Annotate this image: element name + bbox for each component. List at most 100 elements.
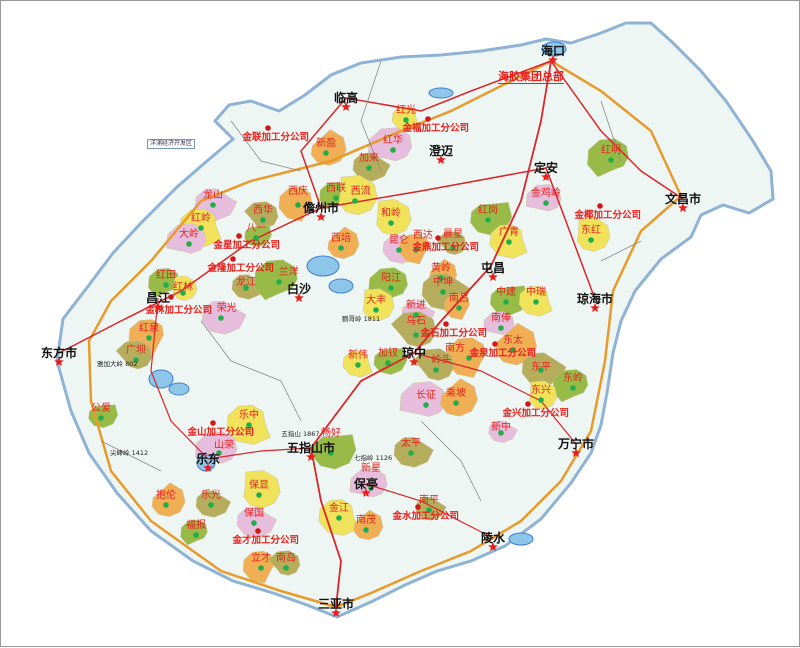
farm-label[interactable]: 中建 — [496, 287, 516, 298]
city-label[interactable]: 琼海市 — [577, 292, 614, 306]
farm-label[interactable]: 金江 — [329, 503, 349, 514]
farm-label[interactable]: 东红 — [581, 225, 601, 236]
farm-label[interactable]: 乐中 — [239, 410, 259, 421]
city-label[interactable]: 陵水 — [481, 531, 506, 545]
farm-label[interactable]: 南俸 — [491, 313, 511, 324]
farm-label[interactable]: 新进 — [406, 300, 426, 311]
peak-label[interactable]: 五指山 1867 — [281, 429, 320, 438]
city-label[interactable]: 海口 — [541, 44, 566, 58]
headquarters-label[interactable]: 海胶集团总部 — [498, 69, 564, 84]
farm-label[interactable]: 南岛 — [276, 553, 296, 564]
city-label[interactable]: 五指山市 — [287, 441, 336, 455]
company-label[interactable]: 金隆加工分公司 — [207, 263, 275, 274]
city-label[interactable]: 三亚市 — [318, 597, 355, 611]
city-label[interactable]: 临高 — [334, 91, 359, 105]
farm-label[interactable]: 八一 — [246, 223, 266, 234]
farm-label[interactable]: 大丰 — [366, 295, 386, 306]
peak-label[interactable]: 七指岭 1126 — [354, 453, 393, 462]
farm-label[interactable]: 抱伦 — [156, 490, 176, 501]
city-label[interactable]: 儋州市 — [303, 201, 340, 215]
company-label[interactable]: 金联加工分公司 — [242, 132, 310, 143]
farm-label[interactable]: 红明 — [601, 145, 621, 156]
farm-label[interactable]: 新盈 — [316, 138, 336, 149]
farm-label[interactable]: 红林 — [173, 282, 193, 293]
farm-label[interactable]: 黄岭 — [431, 263, 451, 274]
farm-label[interactable]: 广坝 — [126, 345, 146, 356]
city-label[interactable]: 文昌市 — [665, 192, 702, 206]
farm-label[interactable]: 东平 — [531, 362, 551, 373]
farm-label[interactable]: 乘坡 — [446, 388, 466, 399]
farm-label[interactable]: 乐光 — [201, 490, 221, 501]
farm-label[interactable]: 太平 — [401, 438, 421, 449]
farm-label[interactable]: 龙山 — [203, 190, 223, 201]
company-label[interactable]: 金椰加工分公司 — [574, 210, 642, 221]
peak-label[interactable]: 鹦哥岭 1811 — [342, 314, 381, 323]
farm-label[interactable]: 红光 — [396, 105, 416, 116]
farm-label[interactable]: 红田 — [156, 270, 176, 281]
city-label[interactable]: 东方市 — [41, 346, 78, 360]
company-label[interactable]: 金水加工分公司 — [392, 511, 460, 522]
yangpu-zone-label[interactable]: 洋浦经济开发区 — [147, 139, 196, 149]
peak-label[interactable]: 尖峰岭 1412 — [110, 448, 149, 457]
farm-label[interactable]: 新伟 — [348, 350, 368, 361]
farm-label[interactable]: 红华 — [383, 135, 403, 146]
farm-label[interactable]: 西联 — [326, 183, 346, 194]
farm-label[interactable]: 红泉 — [139, 323, 159, 334]
farm-label[interactable]: 金鸡岭 — [531, 188, 561, 199]
company-label[interactable]: 金泉加工分公司 — [469, 348, 537, 359]
city-label[interactable]: 乐东 — [196, 452, 221, 466]
farm-label[interactable]: 东岭 — [563, 373, 583, 384]
city-label[interactable]: 白沙 — [287, 282, 312, 296]
farm-label[interactable]: 东兴 — [531, 385, 551, 396]
farm-label[interactable]: 阳江 — [381, 273, 401, 284]
city-label[interactable]: 昌江 — [146, 291, 171, 305]
farm-label[interactable]: 长征 — [416, 390, 436, 401]
farm-label[interactable]: 荣光 — [216, 303, 237, 314]
farm-label[interactable]: 中坤 — [433, 277, 453, 288]
farm-label[interactable]: 南平 — [419, 495, 439, 506]
farm-label[interactable]: 福报 — [186, 520, 206, 531]
company-label[interactable]: 金兴加工分公司 — [502, 408, 570, 419]
city-label[interactable]: 澄迈 — [429, 144, 454, 158]
farm-label[interactable]: 西达 — [412, 230, 433, 242]
farm-label[interactable]: 南茂 — [356, 515, 376, 526]
city-label[interactable]: 万宁市 — [558, 437, 595, 451]
farm-label[interactable]: 兰洋 — [278, 267, 299, 278]
farm-label[interactable]: 南方 — [445, 343, 465, 354]
farm-label[interactable]: 红岭 — [191, 213, 211, 224]
city-label[interactable]: 定安 — [534, 161, 559, 175]
farm-label[interactable]: 西庆 — [288, 186, 308, 197]
farm-label[interactable]: 加来 — [359, 153, 379, 164]
company-label[interactable]: 金山加工分公司 — [187, 427, 255, 438]
farm-label[interactable]: 西培 — [331, 233, 351, 244]
peak-label[interactable]: 雅加大岭 802 — [97, 359, 138, 368]
farm-label[interactable]: 红岗 — [478, 205, 498, 216]
farm-label[interactable]: 加钗 — [378, 348, 398, 359]
farm-label[interactable]: 西华 — [253, 205, 273, 216]
farm-label[interactable]: 晨星 — [443, 229, 463, 240]
city-label[interactable]: 保亭 — [354, 477, 379, 491]
farm-label[interactable]: 岭头 — [431, 355, 452, 366]
company-label[interactable]: 金星加工分公司 — [213, 240, 281, 251]
city-label[interactable]: 琼中 — [402, 346, 427, 360]
farm-label[interactable]: 保国 — [244, 508, 264, 519]
farm-label[interactable]: 南吕 — [449, 293, 469, 304]
company-label[interactable]: 金鼎加工分公司 — [412, 242, 480, 253]
farm-label[interactable]: 公爱 — [91, 403, 111, 414]
farm-label[interactable]: 龙江 — [236, 277, 256, 288]
farm-label[interactable]: 畅好 — [321, 428, 341, 439]
city-label[interactable]: 屯昌 — [481, 261, 506, 275]
farm-label[interactable]: 乌石 — [406, 316, 426, 327]
farm-label[interactable]: 立才 — [251, 553, 271, 564]
farm-label[interactable]: 大岭 — [179, 229, 199, 240]
farm-label[interactable]: 新星 — [361, 463, 381, 474]
farm-label[interactable]: 东太 — [503, 335, 523, 346]
farm-label[interactable]: 中瑞 — [526, 287, 546, 298]
company-label[interactable]: 金林加工分公司 — [145, 305, 213, 316]
company-label[interactable]: 金福加工分公司 — [402, 123, 470, 134]
farm-label[interactable]: 昆仑 — [389, 235, 409, 246]
farm-label[interactable]: 山荣 — [214, 439, 234, 451]
farm-label[interactable]: 保显 — [249, 480, 269, 491]
farm-label[interactable]: 和岭 — [381, 208, 401, 219]
